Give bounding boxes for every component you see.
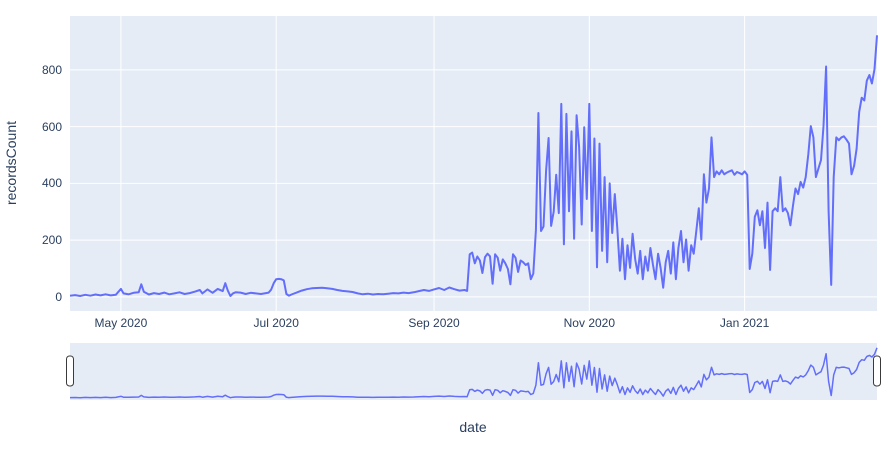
main-plot: [69, 16, 878, 311]
range-slider-right-handle[interactable]: [873, 355, 881, 387]
range-slider-mini-line: [69, 347, 878, 399]
x-tick-label: Jul 2020: [253, 316, 299, 330]
y-tick-label: 0: [55, 289, 62, 304]
y-tick-label: 200: [41, 233, 62, 248]
records-count-line: [69, 35, 878, 297]
x-tick-label: Sep 2020: [408, 316, 460, 330]
x-tick-label: May 2020: [94, 316, 148, 330]
y-tick-label: 600: [41, 119, 62, 134]
main-gridlines: [70, 16, 877, 311]
range-slider-left-handle[interactable]: [66, 355, 74, 387]
range-slider-track[interactable]: [70, 343, 877, 400]
y-tick-label: 400: [41, 176, 62, 191]
y-axis-title: recordsCount: [3, 120, 19, 206]
x-tick-label: Nov 2020: [563, 316, 616, 330]
main-plot-area[interactable]: [70, 16, 877, 311]
y-tick-label: 800: [41, 62, 62, 77]
range-slider[interactable]: [66, 343, 881, 400]
x-tick-label: Jan 2021: [719, 316, 770, 330]
x-axis-title: date: [459, 419, 487, 435]
